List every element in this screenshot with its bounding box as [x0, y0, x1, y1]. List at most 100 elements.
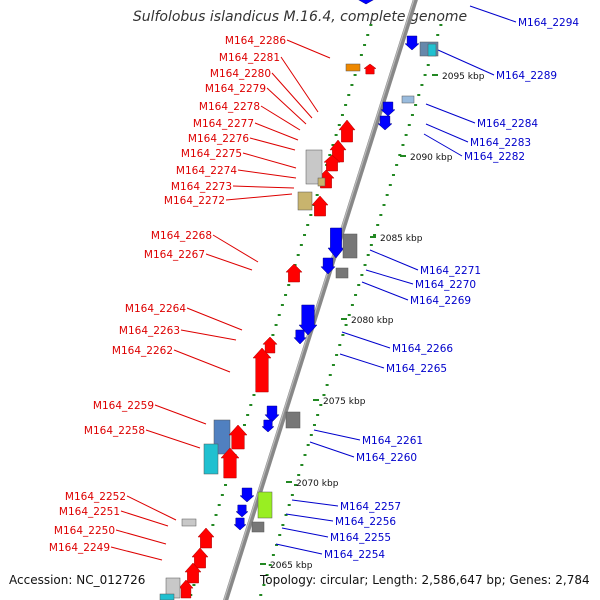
forward-leader-line	[145, 429, 201, 449]
tick-dot	[290, 494, 294, 496]
forward-gene-arrow	[184, 562, 202, 584]
tick-dot	[426, 64, 430, 66]
tick-dot	[335, 354, 339, 356]
forward-leader-line	[126, 495, 177, 521]
tick-dot	[360, 274, 364, 276]
forward-leader-line	[225, 193, 293, 201]
tick-dot	[398, 154, 402, 156]
reverse-gene-label: M164_2261	[362, 435, 423, 447]
forward-leader-line	[286, 39, 331, 59]
forward-gene-block	[203, 443, 219, 475]
tick-dot	[303, 454, 307, 456]
kbp-label: 2085 kbp	[380, 234, 423, 244]
reverse-gene-arrow	[404, 35, 420, 51]
forward-gene-label: M164_2279	[205, 83, 266, 95]
tick-dot	[350, 304, 354, 306]
forward-leader-line	[154, 404, 207, 425]
forward-gene-label: M164_2259	[93, 400, 154, 412]
tick-dot	[325, 384, 329, 386]
forward-gene-arrow	[228, 424, 248, 450]
tick-dot	[350, 84, 354, 86]
forward-gene-label: M164_2280	[210, 68, 271, 80]
tick-dot	[224, 484, 228, 486]
tick-dot	[395, 164, 399, 166]
reverse-gene-label: M164_2271	[420, 265, 481, 277]
tick-dot	[271, 554, 275, 556]
kbp-label: 2090 kbp	[410, 153, 453, 163]
forward-leader-line	[242, 152, 297, 169]
tick-dot	[388, 184, 392, 186]
forward-gene-arrow	[363, 63, 377, 75]
tick-dot	[331, 364, 335, 366]
tick-dot	[382, 204, 386, 206]
tick-dot	[277, 314, 281, 316]
reverse-gene-label: M164_2269	[410, 295, 471, 307]
tick-dot	[246, 414, 250, 416]
reverse-leader-line	[281, 527, 329, 538]
tick-dot	[274, 324, 278, 326]
tick-dot	[265, 574, 269, 576]
tick-dot	[300, 464, 304, 466]
kbp-labels: 2095 kbp 2090 kbp 2085 kbp 2080 kbp 2075 kbp…	[260, 72, 485, 571]
forward-leader-line	[280, 56, 319, 113]
tick-dot	[252, 394, 256, 396]
tick-dot	[436, 34, 440, 36]
tick-dot	[284, 294, 288, 296]
reverse-leader-line	[341, 331, 391, 349]
tick-dot	[259, 594, 263, 596]
kbp-label: 2080 kbp	[351, 316, 394, 326]
tick-dot	[369, 24, 373, 26]
topology-label: Topology: circular; Length: 2,586,647 bp…	[260, 573, 590, 587]
forward-gene-block	[181, 518, 197, 527]
tick-dot	[315, 194, 319, 196]
reverse-gene-arrow	[264, 405, 280, 423]
forward-gene-block	[345, 63, 361, 72]
reverse-leader-line	[309, 441, 355, 458]
tick-dot	[296, 254, 300, 256]
tick-dot	[319, 404, 323, 406]
reverse-gene-arrow	[320, 257, 336, 275]
reverse-gene-arrow	[327, 227, 345, 259]
reverse-leader-line	[369, 249, 419, 271]
reverse-leader-line	[361, 281, 409, 301]
forward-gene-label: M164_2258	[84, 425, 145, 437]
reverse-gene-label: M164_2255	[330, 532, 391, 544]
tick-dot	[214, 514, 218, 516]
tick-dot	[379, 214, 383, 216]
forward-gene-label: M164_2277	[193, 118, 254, 130]
forward-gene-label: M164_2250	[54, 525, 115, 537]
reverse-gene-label: M164_2284	[477, 118, 538, 130]
backbone-line	[223, 0, 418, 600]
tick-dot	[268, 564, 272, 566]
forward-gene-label: M164_2267	[144, 249, 205, 261]
tick-dot	[316, 414, 320, 416]
forward-leader-line	[254, 122, 299, 141]
reverse-gene-arrow	[358, 0, 374, 5]
accession-label: Accession: NC_012726	[9, 573, 146, 587]
tick-dot	[357, 284, 361, 286]
kbp-label: 2065 kbp	[270, 561, 313, 571]
forward-gene-arrow	[338, 119, 356, 143]
tick-dot	[211, 524, 215, 526]
forward-gene-block	[305, 149, 323, 185]
tick-dot	[303, 234, 307, 236]
forward-gene-label: M164_2274	[176, 165, 237, 177]
tick-dot	[306, 444, 310, 446]
tick-dot	[299, 244, 303, 246]
reverse-gene-arrow	[233, 517, 247, 531]
tick-dot	[347, 94, 351, 96]
kbp-label: 2095 kbp	[442, 72, 485, 82]
tick-dot	[275, 544, 279, 546]
tick-dot	[414, 104, 418, 106]
tick-dot	[344, 104, 348, 106]
forward-leader-line	[186, 307, 243, 331]
tick-dot	[354, 294, 358, 296]
tick-dot	[192, 584, 196, 586]
reverse-gene-block	[427, 43, 437, 57]
tick-dot	[366, 254, 370, 256]
tick-dot	[217, 504, 221, 506]
tick-dot	[287, 284, 291, 286]
reverse-gene-label: M164_2256	[335, 516, 396, 528]
forward-leader-line	[266, 87, 307, 125]
reverse-gene-block	[401, 95, 415, 104]
